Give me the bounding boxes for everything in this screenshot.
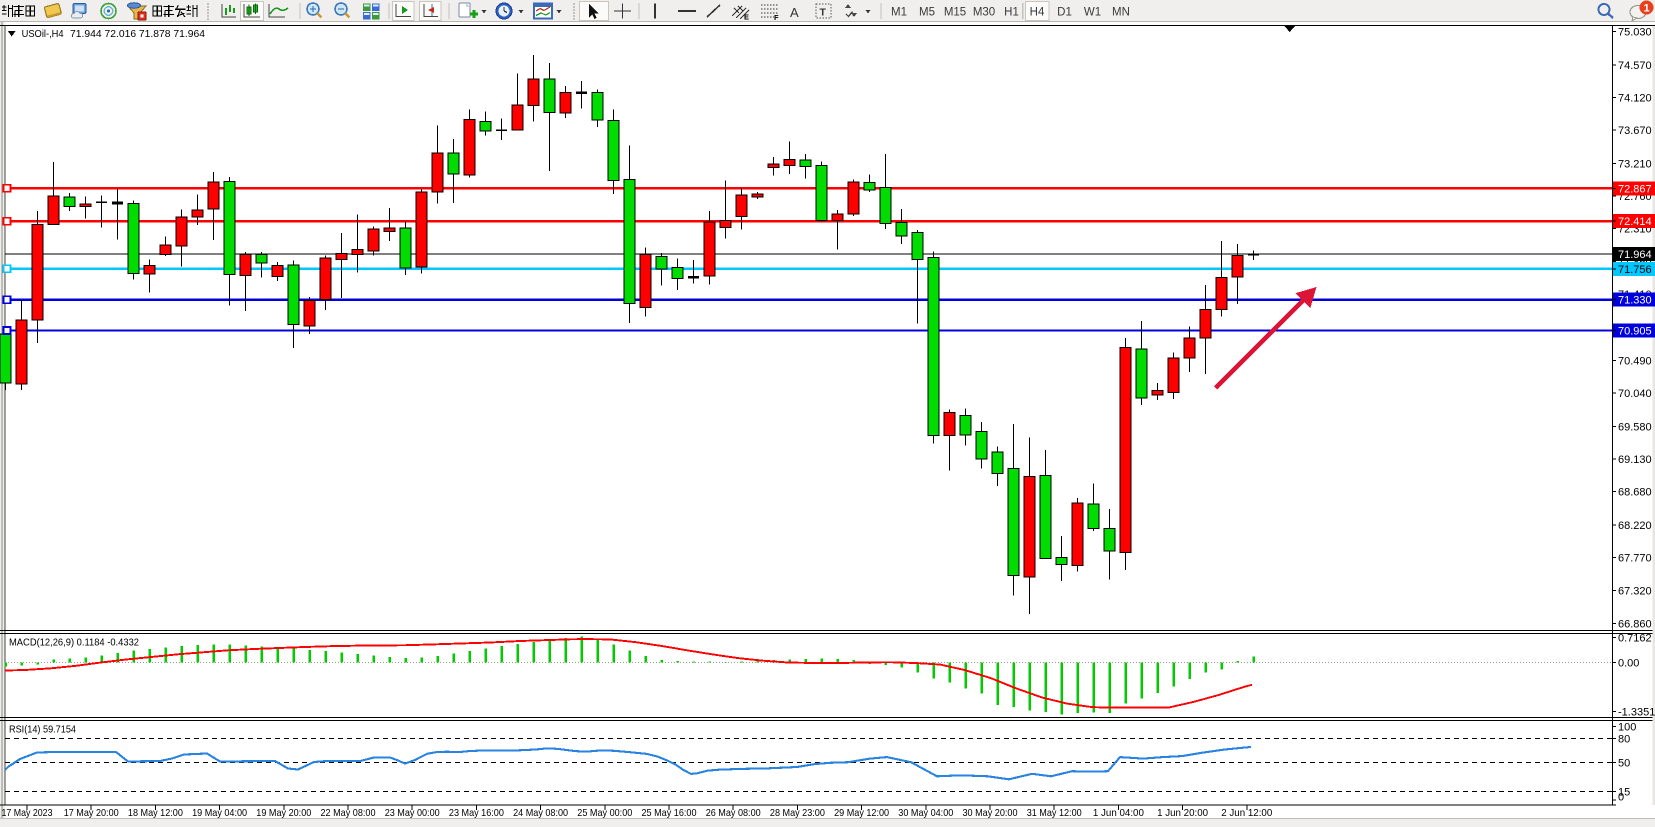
svg-text:22 May 08:00: 22 May 08:00: [321, 807, 376, 819]
svg-text:D1: D1: [1057, 7, 1072, 19]
svg-text:1: 1: [1643, 3, 1649, 15]
svg-text:E: E: [744, 13, 749, 22]
svg-text:71.756: 71.756: [1618, 264, 1652, 276]
svg-text:69.130: 69.130: [1618, 454, 1652, 466]
svg-text:T: T: [820, 7, 827, 19]
svg-text:RSI(14) 59.7154: RSI(14) 59.7154: [9, 724, 76, 736]
svg-text:USOil-,H4: USOil-,H4: [22, 28, 64, 40]
svg-text:M5: M5: [919, 7, 935, 19]
svg-text:69.580: 69.580: [1618, 422, 1652, 434]
svg-text:H1: H1: [1004, 7, 1019, 19]
svg-text:0.7162: 0.7162: [1618, 633, 1652, 645]
svg-text:19 May 04:00: 19 May 04:00: [192, 807, 247, 819]
svg-text:MN: MN: [1112, 7, 1130, 19]
svg-text:H4: H4: [1030, 7, 1045, 19]
svg-text:0: 0: [1618, 792, 1624, 804]
svg-text:75.030: 75.030: [1618, 27, 1652, 39]
svg-text:72.414: 72.414: [1618, 216, 1652, 228]
svg-text:72.867: 72.867: [1618, 183, 1652, 195]
svg-text:71.944 72.016 71.878 71.964: 71.944 72.016 71.878 71.964: [70, 28, 205, 40]
svg-text:70.490: 70.490: [1618, 356, 1652, 368]
svg-text:26 May 08:00: 26 May 08:00: [706, 807, 761, 819]
svg-text:50: 50: [1618, 757, 1630, 769]
svg-text:67.770: 67.770: [1618, 553, 1652, 565]
svg-text:23 May 16:00: 23 May 16:00: [449, 807, 504, 819]
svg-text:71.964: 71.964: [1618, 249, 1652, 261]
svg-text:M30: M30: [973, 7, 995, 19]
svg-text:MACD(12,26,9) 0.1184 -0.4332: MACD(12,26,9) 0.1184 -0.4332: [9, 637, 139, 649]
svg-text:M15: M15: [944, 7, 966, 19]
svg-text:71.330: 71.330: [1618, 295, 1652, 307]
svg-text:25 May 00:00: 25 May 00:00: [577, 807, 632, 819]
svg-text:2 Jun 12:00: 2 Jun 12:00: [1221, 807, 1272, 819]
svg-text:1 Jun 04:00: 1 Jun 04:00: [1093, 807, 1144, 819]
svg-text:80: 80: [1618, 733, 1630, 745]
svg-text:F: F: [774, 13, 779, 22]
svg-text:73.210: 73.210: [1618, 159, 1652, 171]
svg-text:15: 15: [1618, 786, 1630, 798]
svg-text:68.220: 68.220: [1618, 520, 1652, 532]
svg-text:70.040: 70.040: [1618, 388, 1652, 400]
svg-text:66.860: 66.860: [1618, 619, 1652, 631]
svg-text:0.00: 0.00: [1618, 657, 1639, 669]
svg-text:24 May 08:00: 24 May 08:00: [513, 807, 568, 819]
svg-text:17 May 20:00: 17 May 20:00: [64, 807, 119, 819]
svg-text:-1.3351: -1.3351: [1618, 707, 1655, 719]
svg-text:W1: W1: [1084, 7, 1101, 19]
svg-text:30 May 04:00: 30 May 04:00: [898, 807, 953, 819]
svg-text:19 May 20:00: 19 May 20:00: [256, 807, 311, 819]
svg-text:70.905: 70.905: [1618, 326, 1652, 338]
svg-text:67.320: 67.320: [1618, 585, 1652, 597]
svg-text:29 May 12:00: 29 May 12:00: [834, 807, 889, 819]
svg-text:100: 100: [1618, 722, 1636, 734]
svg-text:A: A: [790, 5, 799, 20]
svg-text:M1: M1: [891, 7, 907, 19]
svg-text:68.680: 68.680: [1618, 487, 1652, 499]
svg-text:31 May 12:00: 31 May 12:00: [1027, 807, 1082, 819]
svg-text:1 Jun 20:00: 1 Jun 20:00: [1157, 807, 1208, 819]
svg-text:28 May 23:00: 28 May 23:00: [770, 807, 825, 819]
svg-text:73.670: 73.670: [1618, 125, 1652, 137]
svg-text:23 May 00:00: 23 May 00:00: [385, 807, 440, 819]
svg-text:17 May 2023: 17 May 2023: [2, 807, 53, 819]
svg-text:74.570: 74.570: [1618, 60, 1652, 72]
svg-text:18 May 12:00: 18 May 12:00: [128, 807, 183, 819]
svg-text:74.120: 74.120: [1618, 93, 1652, 105]
svg-text:30 May 20:00: 30 May 20:00: [963, 807, 1018, 819]
svg-text:25 May 16:00: 25 May 16:00: [642, 807, 697, 819]
